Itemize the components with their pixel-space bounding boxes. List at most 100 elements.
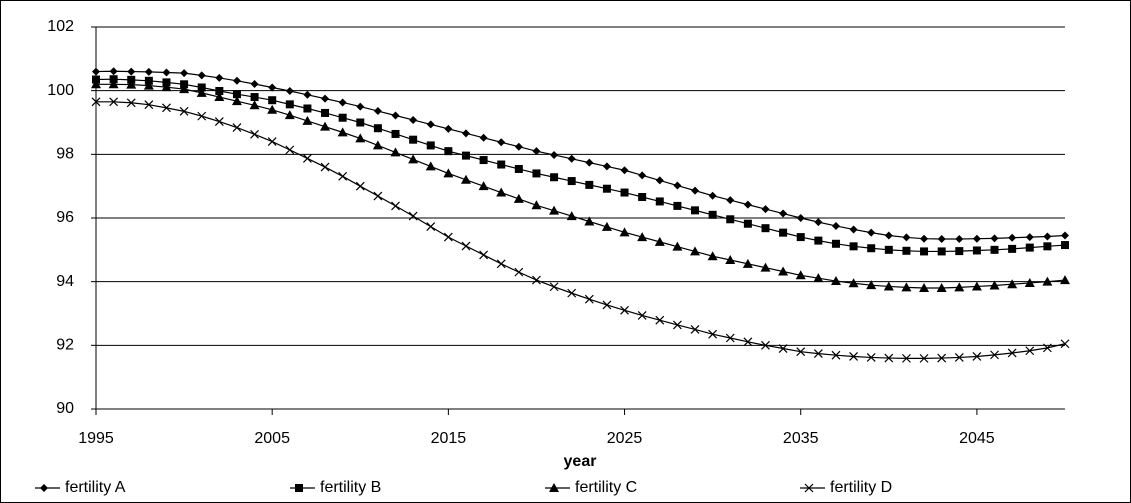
marker — [162, 103, 171, 113]
marker — [108, 79, 119, 89]
marker — [1007, 279, 1018, 289]
marker — [91, 79, 101, 89]
marker — [585, 180, 594, 189]
marker — [955, 235, 964, 244]
marker — [936, 283, 947, 293]
marker — [320, 121, 331, 131]
marker — [40, 484, 48, 492]
marker — [778, 266, 789, 276]
marker — [285, 145, 295, 155]
marker — [408, 154, 419, 164]
marker — [408, 211, 418, 221]
marker — [708, 210, 717, 219]
marker — [532, 169, 541, 178]
marker — [867, 228, 876, 237]
marker — [285, 86, 294, 95]
marker — [637, 310, 647, 320]
marker — [638, 171, 647, 180]
marker — [972, 234, 981, 243]
marker — [902, 246, 911, 255]
marker — [461, 129, 470, 138]
marker — [813, 273, 824, 283]
marker — [338, 171, 348, 181]
marker — [302, 154, 312, 163]
marker — [919, 283, 930, 293]
marker — [1043, 242, 1052, 251]
marker — [831, 350, 841, 360]
marker — [214, 92, 225, 102]
marker — [197, 83, 206, 92]
marker — [654, 236, 665, 246]
marker — [761, 340, 770, 350]
marker — [409, 135, 418, 144]
marker — [620, 305, 629, 315]
marker — [884, 353, 894, 363]
marker — [901, 282, 912, 292]
marker — [1043, 232, 1052, 241]
marker — [707, 251, 718, 261]
marker — [285, 100, 294, 109]
x-axis-title: year — [564, 453, 597, 470]
marker — [126, 98, 136, 108]
marker — [655, 176, 664, 185]
marker — [726, 196, 735, 205]
marker — [320, 162, 330, 172]
x-tick-label: 2025 — [607, 430, 643, 447]
marker — [567, 154, 576, 163]
marker — [743, 200, 752, 209]
marker — [337, 127, 348, 137]
marker — [215, 86, 224, 95]
marker — [497, 160, 506, 169]
marker — [920, 234, 929, 243]
y-tick-label: 102 — [47, 18, 74, 35]
marker — [249, 100, 260, 110]
marker — [725, 333, 735, 343]
marker — [620, 188, 629, 197]
marker — [830, 276, 841, 286]
marker — [321, 108, 330, 117]
marker — [497, 138, 506, 147]
marker — [478, 181, 489, 191]
marker — [302, 115, 313, 125]
marker — [814, 236, 823, 245]
marker — [831, 239, 840, 248]
marker — [849, 242, 858, 251]
marker — [602, 162, 611, 171]
marker — [866, 353, 876, 362]
marker — [444, 147, 453, 156]
marker — [760, 262, 771, 272]
marker — [443, 232, 453, 242]
marker — [461, 241, 471, 251]
marker — [602, 184, 611, 193]
marker — [601, 221, 612, 231]
marker — [990, 350, 999, 360]
marker — [779, 228, 788, 237]
marker — [673, 201, 682, 210]
legend-label: fertility B — [320, 479, 381, 496]
marker — [179, 106, 189, 116]
x-tick-label: 1995 — [78, 430, 114, 447]
marker — [390, 147, 401, 157]
marker — [585, 158, 594, 167]
marker — [479, 250, 489, 260]
marker — [479, 156, 488, 165]
y-tick-label: 100 — [47, 82, 74, 99]
x-tick-label: 2035 — [783, 430, 819, 447]
marker — [162, 68, 171, 77]
marker — [743, 219, 752, 228]
marker — [513, 193, 524, 203]
legend-label: fertility C — [575, 479, 637, 496]
marker — [496, 259, 506, 269]
marker — [1060, 339, 1070, 349]
marker — [919, 353, 929, 363]
marker — [460, 174, 471, 184]
marker — [866, 280, 877, 290]
marker — [284, 110, 295, 120]
marker — [796, 347, 806, 357]
marker — [443, 168, 454, 178]
marker — [955, 247, 964, 256]
marker — [673, 181, 682, 190]
marker — [743, 337, 753, 347]
y-tick-label: 92 — [56, 337, 74, 354]
